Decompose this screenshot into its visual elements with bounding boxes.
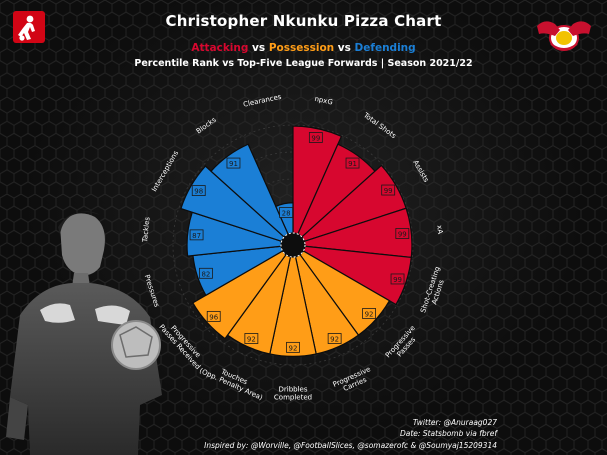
category-label: Blocks — [195, 116, 218, 136]
legend-separator: vs — [248, 42, 269, 54]
value-box — [244, 333, 259, 344]
value-label: 91 — [348, 160, 357, 168]
category-label: ProgressiveCarries — [332, 365, 375, 396]
value-box — [362, 308, 376, 319]
center-hole — [280, 232, 306, 258]
value-box — [191, 185, 206, 196]
value-box — [381, 184, 396, 196]
category-label: Interceptions — [150, 149, 180, 193]
credit-twitter: Twitter: @Anuraag027 — [412, 417, 497, 427]
value-box — [395, 228, 410, 239]
value-box — [206, 310, 221, 322]
value-box — [189, 229, 204, 241]
category-label: npxG — [314, 95, 334, 107]
credit-inspired-by: Inspired by: @Worville, @FootballSlices,… — [204, 440, 497, 450]
value-label: 96 — [209, 313, 218, 321]
category-label: Tackles — [141, 216, 152, 243]
value-label: 82 — [201, 270, 210, 278]
category-label: ProgressivePasses — [384, 324, 423, 365]
value-box — [199, 267, 213, 279]
value-box — [286, 341, 300, 353]
value-label: 99 — [393, 276, 402, 284]
grid-ring — [172, 124, 414, 366]
legend-separator: vs — [334, 42, 355, 54]
value-label: 91 — [229, 160, 238, 168]
legend-defending: Defending — [354, 42, 416, 54]
value-label: 92 — [247, 336, 256, 344]
value-box — [327, 333, 342, 344]
value-box — [308, 132, 323, 143]
value-label: 87 — [192, 232, 201, 240]
category-label: Dribbles Completed — [274, 386, 312, 402]
value-box — [345, 157, 360, 169]
value-box — [279, 207, 293, 218]
category-label: Assists — [411, 159, 430, 184]
player-photo — [6, 211, 162, 455]
legend: Attacking vs Possession vs Defending — [0, 42, 607, 54]
category-label: xA — [435, 225, 444, 235]
category-label: Clearances — [243, 93, 283, 109]
value-label: 92 — [289, 344, 298, 352]
value-box — [390, 273, 405, 285]
category-label: Shot-CreatingActions — [419, 265, 449, 316]
value-box — [226, 157, 241, 169]
value-label: 92 — [365, 310, 374, 318]
value-label: 99 — [384, 187, 393, 195]
legend-possession: Possession — [268, 42, 335, 54]
value-label: 28 — [282, 209, 291, 217]
category-label: Touches(Opp. Penalty Area) — [198, 359, 267, 402]
legend-attacking: Attacking — [191, 42, 249, 54]
value-label: 99 — [311, 134, 320, 142]
value-label: 92 — [330, 336, 339, 344]
category-label: Total Shots — [361, 111, 398, 141]
credits: Twitter: @Anuraag027 Date: Statsbomb via… — [204, 417, 497, 452]
chart-subtitle: Percentile Rank vs Top-Five League Forwa… — [134, 58, 473, 69]
credit-data-source: Date: Statsbomb via fbref — [399, 429, 497, 438]
category-label: Pressures — [143, 274, 161, 309]
bundesliga-logo — [13, 11, 45, 43]
category-label: ProgressivePasses Received — [157, 318, 207, 371]
chart-title: Christopher Nkunku Pizza Chart — [165, 12, 442, 30]
value-label: 99 — [398, 231, 407, 239]
rb-leipzig-crest — [535, 14, 593, 58]
value-label: 98 — [194, 188, 203, 196]
